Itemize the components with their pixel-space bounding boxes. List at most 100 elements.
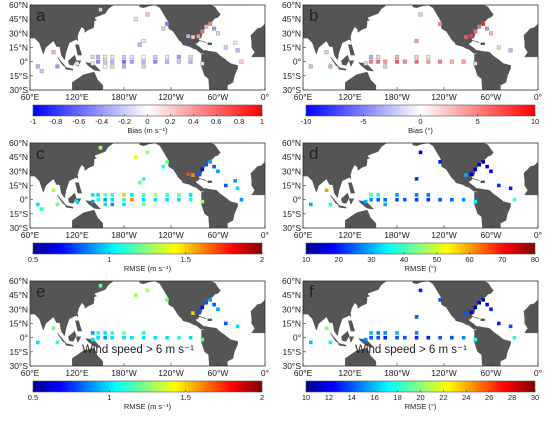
data-point <box>438 298 442 302</box>
y-tick-label: 0° <box>293 57 301 67</box>
land-polygon <box>75 320 82 332</box>
wind-speed-annotation: Wind speed > 6 m s⁻¹ <box>355 344 467 356</box>
data-point <box>328 64 333 69</box>
y-tick-label: 0° <box>293 333 301 343</box>
land-polygon <box>84 21 95 33</box>
data-point <box>204 24 209 29</box>
data-point <box>233 40 238 45</box>
data-point <box>141 59 146 64</box>
data-points <box>36 145 244 211</box>
land-polygon <box>75 182 82 194</box>
land-polygon <box>198 39 207 43</box>
data-point <box>395 59 400 64</box>
data-point <box>188 54 193 59</box>
colorbar-tick-label: 40 <box>400 255 408 264</box>
land-polygon <box>493 143 523 144</box>
panel-letter: e <box>36 282 45 301</box>
colorbar-tick-label: -0.4 <box>95 117 108 126</box>
x-tick-label: 0° <box>534 230 542 240</box>
data-point <box>363 61 368 66</box>
x-tick-label: 60°W <box>208 368 229 378</box>
colorbar-label: RMSE (m s⁻¹) <box>124 264 172 273</box>
land-polygon <box>348 37 351 42</box>
colorbar-label: Bias (m s⁻¹) <box>127 126 168 135</box>
data-point <box>212 164 216 169</box>
data-point <box>186 34 191 39</box>
land-polygon <box>75 336 82 343</box>
data-point <box>96 331 100 335</box>
data-point <box>200 167 205 172</box>
data-point <box>324 50 329 55</box>
data-point <box>512 335 517 340</box>
data-point <box>133 293 138 297</box>
land-polygon <box>207 42 212 45</box>
data-point <box>165 298 169 302</box>
colorbar-tick-label: 1 <box>107 255 111 264</box>
y-tick-label: 30°S <box>282 85 301 95</box>
colorbar-tick-label: 0.4 <box>188 117 198 126</box>
data-points <box>36 283 240 345</box>
data-point <box>121 64 126 69</box>
land-polygon <box>341 54 350 66</box>
data-point <box>208 21 213 26</box>
data-point <box>469 172 474 176</box>
data-point <box>383 202 387 207</box>
wind-speed-annotation: Wind speed > 6 m s⁻¹ <box>82 344 194 356</box>
data-point <box>96 335 100 340</box>
data-point <box>141 197 146 202</box>
data-point <box>176 59 181 64</box>
data-point <box>165 21 170 26</box>
data-point <box>177 335 181 340</box>
data-point <box>324 188 329 192</box>
data-point <box>141 64 146 69</box>
data-point <box>204 300 208 305</box>
data-point <box>308 64 313 69</box>
data-point <box>426 197 431 202</box>
data-point <box>141 193 146 197</box>
data-point <box>376 193 380 197</box>
data-point <box>418 150 423 155</box>
data-point <box>200 29 205 34</box>
data-point <box>489 307 493 312</box>
x-tick-label: 120°W <box>431 230 457 240</box>
panel-f: f60°N45°N30°N15°N0°15°S30°S60°E 120°E 180°… <box>282 276 542 411</box>
x-tick-label: 120°W <box>158 92 184 102</box>
y-tick-label: 45°N <box>282 152 301 162</box>
data-point <box>122 193 126 197</box>
colorbar-tick-label: -0.6 <box>72 117 85 126</box>
y-tick-label: 30°S <box>282 361 301 371</box>
data-point <box>188 59 193 64</box>
x-tick-label: 120°W <box>431 368 457 378</box>
data-point <box>497 183 501 188</box>
data-point <box>188 193 193 197</box>
land-polygon <box>493 281 523 282</box>
land-polygon <box>427 5 494 54</box>
data-point <box>328 202 333 207</box>
data-point <box>508 324 513 329</box>
data-point <box>309 202 313 207</box>
data-point <box>224 321 228 326</box>
colorbar-tick-label: 30 <box>531 393 539 402</box>
land-polygon <box>303 143 398 199</box>
y-tick-label: 15°S <box>9 71 28 81</box>
data-point <box>426 335 431 340</box>
data-point <box>212 26 217 31</box>
data-points <box>308 12 513 69</box>
data-point <box>165 197 169 202</box>
data-point <box>376 331 380 335</box>
land-polygon <box>337 67 347 71</box>
data-point <box>369 197 373 202</box>
y-tick-label: 15°N <box>9 43 28 53</box>
data-point <box>418 12 423 17</box>
colorbar-tick-label: 1 <box>107 393 111 402</box>
data-point <box>165 54 170 59</box>
x-tick-label: 120°E <box>338 230 362 240</box>
data-point <box>223 45 228 50</box>
colorbar-tick-label: -5 <box>360 117 367 126</box>
x-tick-label: 120°E <box>65 230 89 240</box>
data-point <box>188 335 193 340</box>
data-point <box>200 305 205 310</box>
data-point <box>438 59 443 64</box>
x-tick-label: 60°W <box>481 368 502 378</box>
x-tick-label: 60°W <box>208 230 229 240</box>
